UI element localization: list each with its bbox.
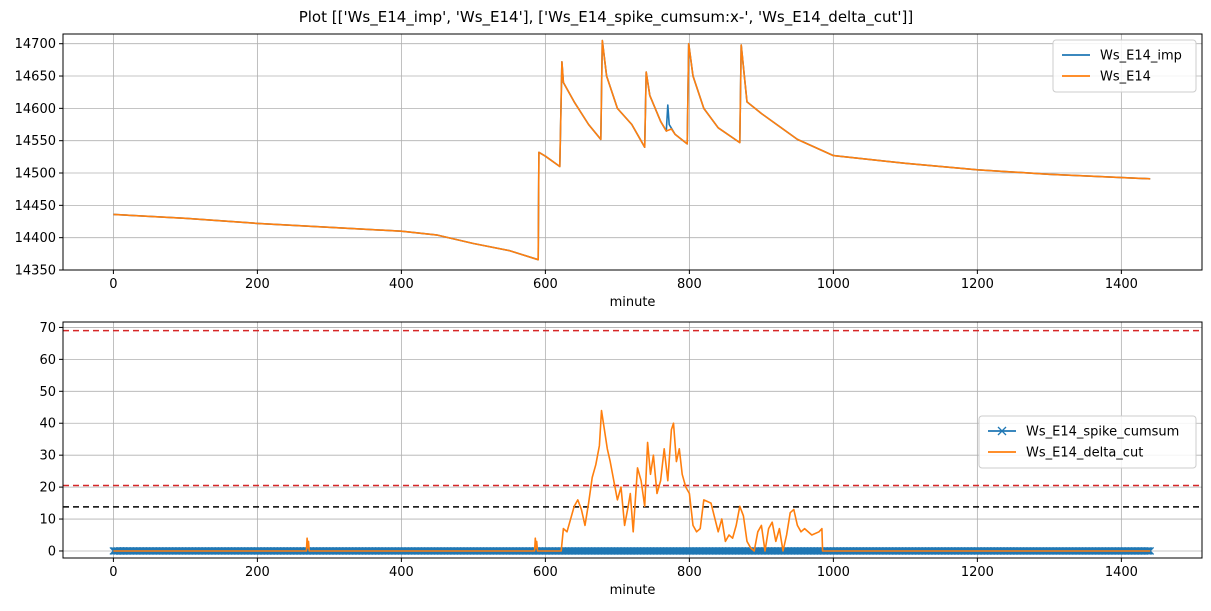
series-Ws_E14_imp — [113, 39, 1151, 261]
x-tick-label: 1000 — [817, 565, 850, 580]
legend-marker — [997, 426, 1007, 436]
x-tick-label: 1200 — [961, 565, 994, 580]
bottom-x-ticks: 0 200 400 600 800 1000 1200 1400 — [109, 558, 1138, 580]
legend-label: Ws_E14_imp — [1100, 49, 1182, 64]
bottom-panel: 0 200 400 600 800 1000 1200 1400 0 10 20 30 40 50 60 7… — [39, 321, 1203, 598]
y-tick-label: 30 — [39, 449, 56, 464]
y-tick-label: 14350 — [15, 264, 56, 279]
legend-label: Ws_E14 — [1100, 70, 1151, 85]
bottom-x-axis-label: minute — [610, 583, 656, 598]
y-tick-label: 70 — [39, 321, 56, 336]
series-Ws_E14_delta_cut — [113, 409, 1151, 552]
x-tick-label: 1400 — [1105, 565, 1138, 580]
y-tick-label: 50 — [39, 385, 56, 400]
top-panel: 0 200 400 600 800 1000 1200 1400 14350 14400 1445… — [15, 33, 1203, 310]
y-tick-label: 14550 — [15, 134, 56, 149]
x-tick-label: 400 — [389, 277, 414, 292]
y-tick-label: 14700 — [15, 37, 56, 52]
x-tick-label: 600 — [533, 277, 558, 292]
x-tick-label: 0 — [109, 565, 117, 580]
top-y-ticks: 14350 14400 14450 14500 14550 14600 14650 14700 — [15, 37, 63, 279]
x-tick-label: 1400 — [1105, 277, 1138, 292]
top-series-group — [113, 39, 1151, 261]
x-tick-label: 400 — [389, 565, 414, 580]
series-Ws_E14 — [113, 39, 1151, 261]
y-tick-label: 14400 — [15, 231, 56, 246]
x-tick-label: 800 — [677, 565, 702, 580]
bottom-axes-frame — [62, 321, 1203, 559]
y-tick-label: 14500 — [15, 167, 56, 182]
bottom-series-group — [109, 409, 1155, 555]
x-tick-label: 200 — [245, 277, 270, 292]
y-tick-label: 20 — [39, 481, 56, 496]
figure-title: Plot [['Ws_E14_imp', 'Ws_E14'], ['Ws_E14… — [299, 8, 914, 27]
legend-label: Ws_E14_spike_cumsum — [1026, 425, 1179, 440]
y-tick-label: 60 — [39, 353, 56, 368]
top-axes-frame — [62, 33, 1203, 271]
y-tick-label: 14600 — [15, 102, 56, 117]
top-legend: Ws_E14_imp Ws_E14 — [1052, 39, 1197, 93]
top-grid — [63, 34, 1202, 271]
x-tick-label: 1000 — [817, 277, 850, 292]
y-tick-label: 40 — [39, 417, 56, 432]
x-tick-label: 600 — [533, 565, 558, 580]
top-x-ticks: 0 200 400 600 800 1000 1200 1400 — [109, 270, 1138, 292]
legend-label: Ws_E14_delta_cut — [1026, 446, 1143, 461]
y-tick-label: 14450 — [15, 199, 56, 214]
top-x-axis-label: minute — [610, 295, 656, 310]
x-tick-label: 1200 — [961, 277, 994, 292]
x-tick-label: 200 — [245, 565, 270, 580]
bottom-legend: Ws_E14_spike_cumsum Ws_E14_delta_cut — [978, 415, 1197, 469]
x-tick-label: 800 — [677, 277, 702, 292]
y-tick-label: 0 — [48, 544, 56, 559]
y-tick-label: 14650 — [15, 70, 56, 85]
y-tick-label: 10 — [39, 513, 56, 528]
legend-box — [1052, 39, 1197, 93]
legend-box — [978, 415, 1197, 469]
bottom-y-ticks: 0 10 20 30 40 50 60 70 — [39, 321, 63, 559]
x-tick-label: 0 — [109, 277, 117, 292]
